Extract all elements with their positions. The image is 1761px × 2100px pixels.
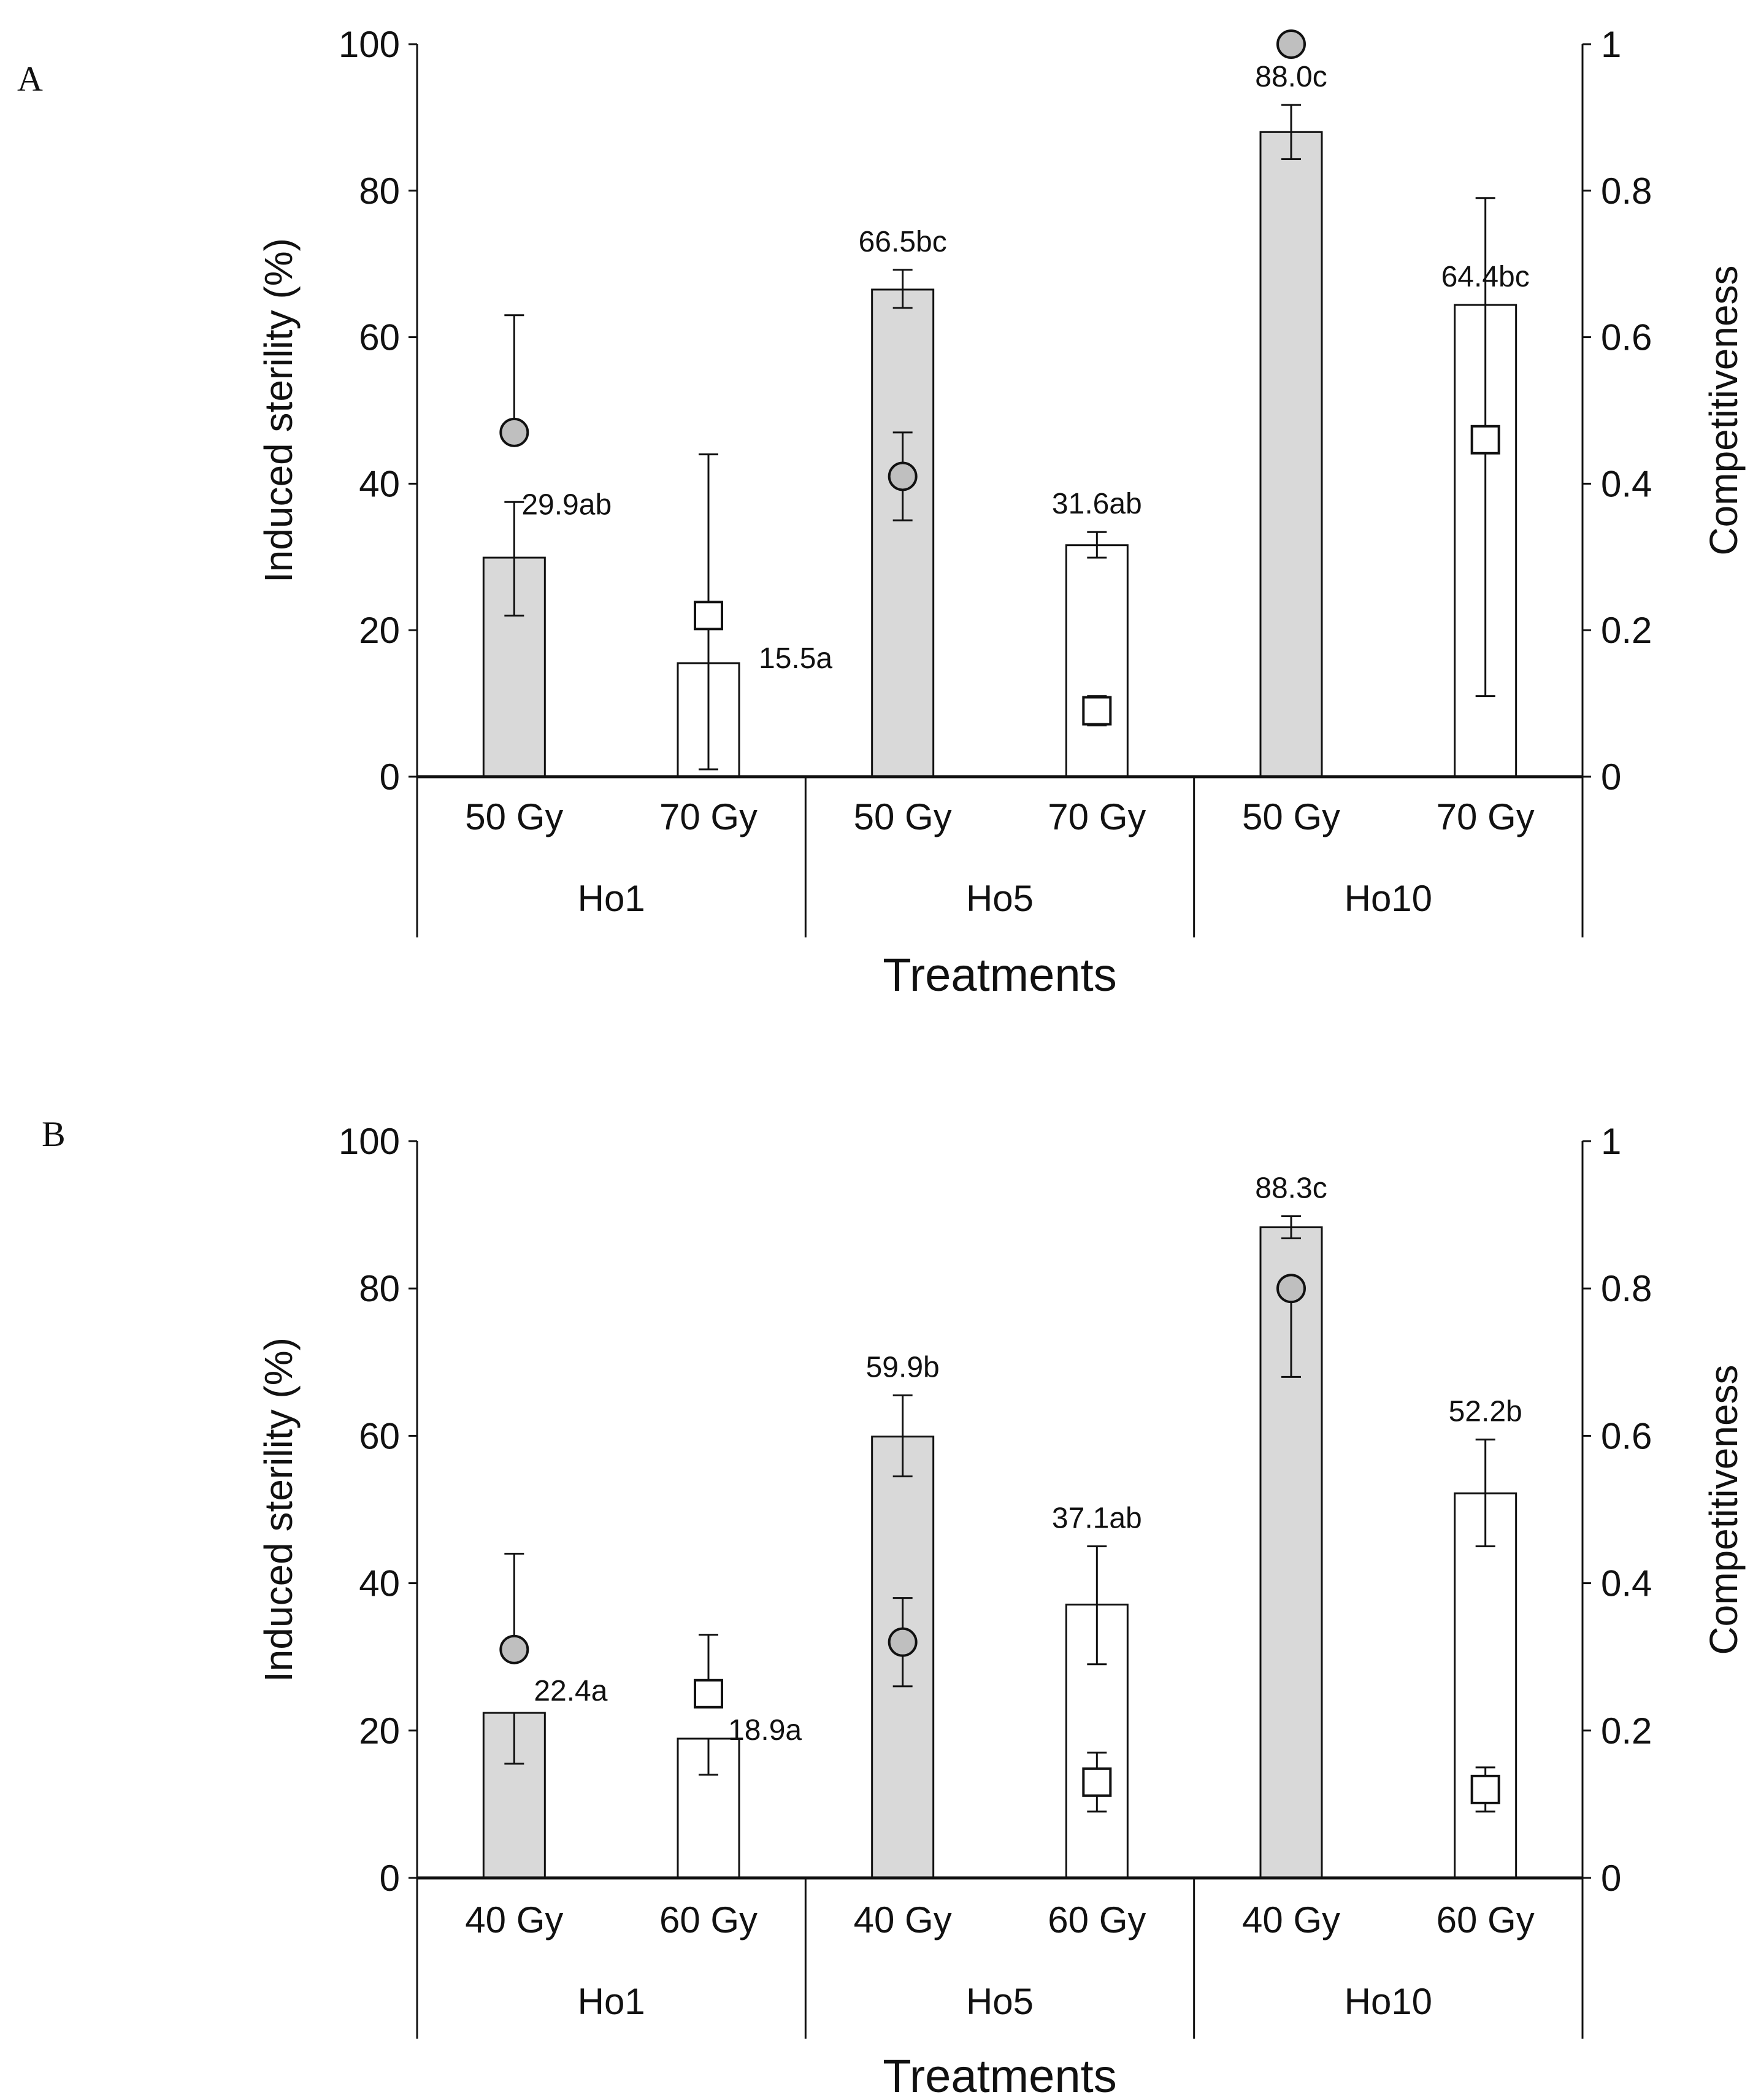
bar-data-label: 66.5bc	[859, 226, 947, 258]
competitiveness-marker-circle	[499, 417, 529, 447]
x-category-label: 70 Gy	[659, 796, 758, 837]
competitiveness-marker-circle	[888, 1627, 918, 1657]
y-tick-label-right: 1	[1601, 1121, 1621, 1162]
bar-data-label: 15.5a	[759, 642, 832, 675]
y-tick-label-right: 0.8	[1601, 1268, 1652, 1309]
y-tick-label-right: 0.2	[1601, 1710, 1652, 1752]
x-category-label: 40 Gy	[854, 1899, 952, 1940]
competitiveness-marker-circle	[1276, 1274, 1306, 1304]
x-category-label: 40 Gy	[1242, 1899, 1340, 1940]
competitiveness-marker-circle	[888, 461, 918, 491]
y-tick-label-right: 0.4	[1601, 463, 1652, 504]
y-tick-label-right: 0.8	[1601, 171, 1652, 212]
x-category-label: 50 Gy	[854, 796, 952, 837]
x-category-label: 50 Gy	[1242, 796, 1340, 837]
y-tick-label-right: 0.6	[1601, 317, 1652, 358]
y-tick-label-left: 60	[359, 1415, 400, 1456]
competitiveness-marker-square	[1082, 696, 1112, 726]
competitiveness-marker-square	[1470, 425, 1500, 455]
y-axis-title-left: Induced sterility (%)	[256, 238, 301, 583]
y-axis-title-right: Competitiveness	[1702, 1364, 1746, 1655]
y-tick-label-left: 80	[359, 171, 400, 212]
x-category-label: 70 Gy	[1437, 796, 1535, 837]
y-axis-title-right: Competitiveness	[1702, 265, 1746, 555]
x-category-label: 60 Gy	[1437, 1899, 1535, 1940]
x-axis-title: Treatments	[883, 949, 1117, 1001]
bar	[1454, 1492, 1517, 1879]
x-group-label: Ho10	[1345, 878, 1432, 919]
competitiveness-marker-square	[694, 601, 723, 631]
x-group-label: Ho1	[578, 1981, 645, 2022]
x-group-label: Ho10	[1345, 1981, 1432, 2022]
y-tick-label-left: 100	[339, 1121, 400, 1162]
bar-data-label: 88.0c	[1255, 61, 1327, 93]
competitiveness-marker-circle	[1276, 29, 1306, 59]
y-tick-label-left: 40	[359, 1563, 400, 1604]
y-tick-label-right: 0	[1601, 1858, 1621, 1899]
x-group-label: Ho5	[966, 878, 1034, 919]
y-tick-label-right: 0.2	[1601, 610, 1652, 651]
competitiveness-marker-square	[1470, 1774, 1500, 1804]
bar	[871, 288, 935, 778]
x-category-label: 60 Gy	[659, 1899, 758, 1940]
panel-letter-a: A	[17, 59, 43, 99]
y-tick-label-right: 0	[1601, 756, 1621, 798]
y-tick-label-left: 20	[359, 610, 400, 651]
bar-data-label: 18.9a	[728, 1714, 802, 1747]
x-category-label: 60 Gy	[1048, 1899, 1146, 1940]
y-tick-label-right: 0.4	[1601, 1563, 1652, 1604]
y-tick-label-left: 0	[380, 756, 400, 798]
y-tick-label-left: 60	[359, 317, 400, 358]
competitiveness-marker-circle	[499, 1634, 529, 1664]
x-category-label: 70 Gy	[1048, 796, 1146, 837]
y-tick-label-left: 100	[339, 24, 400, 65]
y-tick-label-left: 80	[359, 1268, 400, 1309]
panel-letter-b: B	[42, 1114, 66, 1154]
x-axis-title: Treatments	[883, 2050, 1117, 2100]
y-tick-label-left: 40	[359, 463, 400, 504]
bar-data-label: 37.1ab	[1052, 1502, 1142, 1535]
bar-data-label: 31.6ab	[1052, 488, 1142, 520]
y-tick-label-right: 0.6	[1601, 1415, 1652, 1456]
x-group-label: Ho5	[966, 1981, 1034, 2022]
bar	[1259, 131, 1323, 778]
y-axis-title-left: Induced sterility (%)	[256, 1337, 301, 1682]
x-group-label: Ho1	[578, 878, 645, 919]
bar-data-label: 59.9b	[866, 1351, 940, 1383]
bar-data-label: 29.9ab	[521, 488, 612, 521]
bar-data-label: 88.3c	[1255, 1172, 1327, 1205]
panel-a: A 0 20 40 60 80 100 0 0.2 0.4 0.6 0.8 1 Induced ster…	[17, 24, 1746, 1001]
panel-b: B 0 20 40 60 80 100 0 0.2 0.4 0.6 0.8 1 Induced ster…	[42, 1114, 1746, 2100]
bar-data-label: 52.2b	[1449, 1395, 1522, 1428]
competitiveness-marker-square	[1082, 1767, 1112, 1797]
competitiveness-marker-square	[694, 1679, 723, 1709]
y-tick-label-left: 20	[359, 1710, 400, 1752]
bar-data-label: 22.4a	[534, 1675, 607, 1707]
y-tick-label-left: 0	[380, 1858, 400, 1899]
x-category-label: 50 Gy	[465, 796, 563, 837]
x-category-label: 40 Gy	[465, 1899, 563, 1940]
bar	[1065, 544, 1129, 778]
y-tick-label-right: 1	[1601, 24, 1621, 65]
